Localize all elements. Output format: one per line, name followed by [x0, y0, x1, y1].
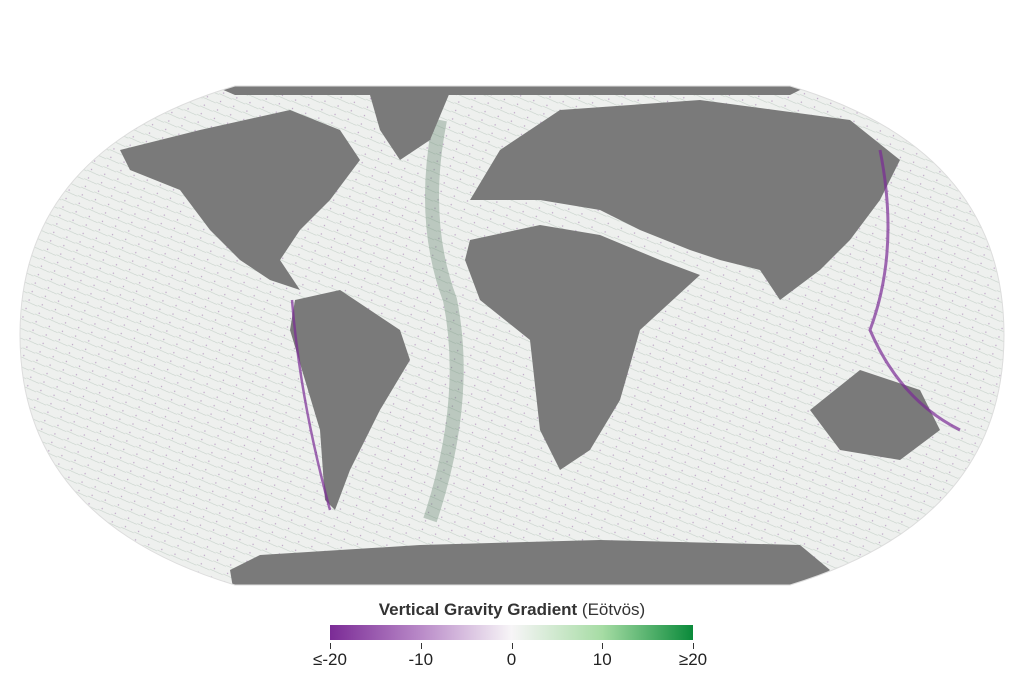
legend-title-unit: (Eötvös): [581, 600, 646, 619]
antarctica: [230, 540, 830, 585]
greenland: [370, 92, 450, 160]
eurasia: [470, 100, 900, 300]
mid-atlantic-ridge: [423, 118, 464, 523]
colorbar-tick-label: 10: [592, 650, 612, 669]
colorbar-tick: [420, 643, 422, 649]
colorbar-tick-label: 0: [506, 650, 517, 669]
africa: [465, 225, 700, 470]
colorbar-tick: [511, 643, 513, 649]
colorbar-tick: [602, 643, 604, 649]
south-america: [290, 290, 410, 510]
colorbar-tick: [330, 643, 331, 649]
colorbar-tick-label: -10: [408, 650, 434, 669]
colorbar-tick-label: ≥20: [678, 650, 708, 669]
legend-title-main: Vertical Gravity Gradient: [378, 600, 578, 619]
pacific-trench: [868, 149, 961, 432]
colorbar-tick-label: ≤-20: [313, 650, 347, 669]
arctic-land: [200, 86, 820, 95]
world-map: [19, 85, 1005, 586]
australia: [810, 370, 940, 460]
legend-title: Vertical Gravity Gradient (Eötvös): [0, 600, 1024, 620]
north-america: [120, 110, 360, 290]
colorbar-tick: [693, 643, 694, 649]
colorbar: [330, 625, 693, 640]
andes-trench: [290, 299, 332, 511]
